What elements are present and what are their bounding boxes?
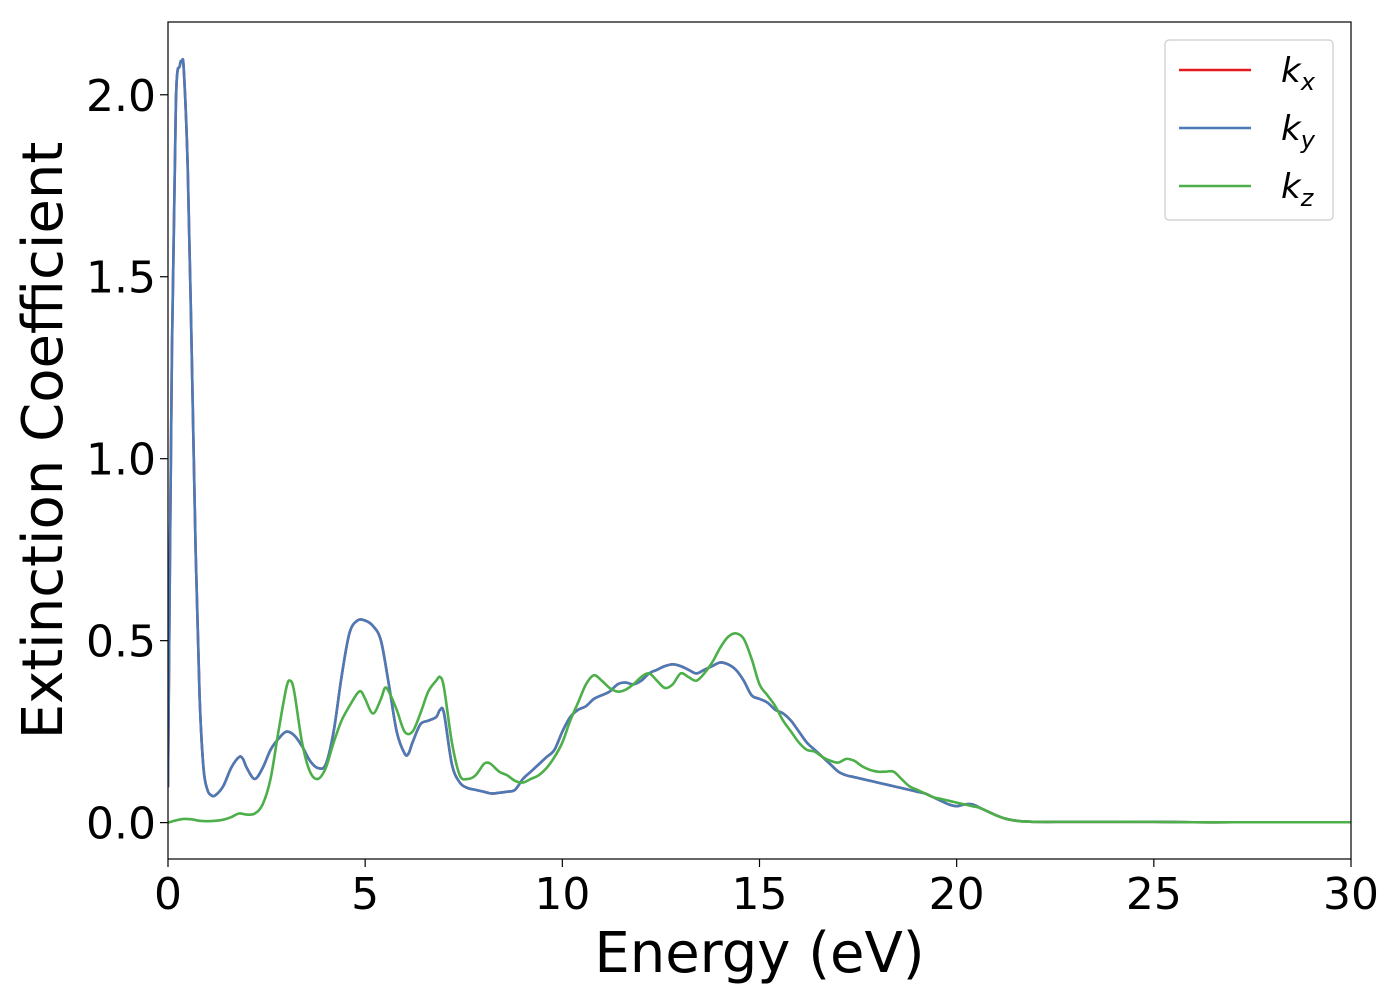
x-tick-label: 15 [732, 869, 788, 920]
legend-label-z: kz [1281, 167, 1315, 212]
legend: kx ky kz [1164, 39, 1334, 221]
y-tick-label: 1.0 [86, 435, 156, 486]
y-axis-title: Extinction Coefficient [11, 142, 76, 740]
legend-box [1164, 39, 1334, 221]
x-tick-label: 5 [351, 869, 379, 920]
y-tick-label: 0.5 [86, 617, 156, 668]
x-tick-label: 10 [534, 869, 590, 920]
y-axis-ticks: 0.0 0.5 1.0 1.5 2.0 [86, 71, 168, 850]
x-tick-label: 20 [929, 869, 985, 920]
series-line-z [168, 632, 1351, 824]
y-tick-label: 0.0 [86, 799, 156, 850]
plot-area [168, 58, 1351, 824]
x-tick-label: 25 [1126, 869, 1182, 920]
x-axis-title: Energy (eV) [594, 921, 924, 986]
y-tick-label: 2.0 [86, 71, 156, 122]
legend-label-y: ky [1281, 109, 1316, 154]
y-tick-label: 1.5 [86, 253, 156, 304]
x-axis-ticks: 0 5 10 15 20 25 30 [154, 859, 1379, 920]
x-tick-label: 30 [1323, 869, 1379, 920]
legend-label-x: kx [1281, 51, 1316, 96]
x-tick-label: 0 [154, 869, 182, 920]
